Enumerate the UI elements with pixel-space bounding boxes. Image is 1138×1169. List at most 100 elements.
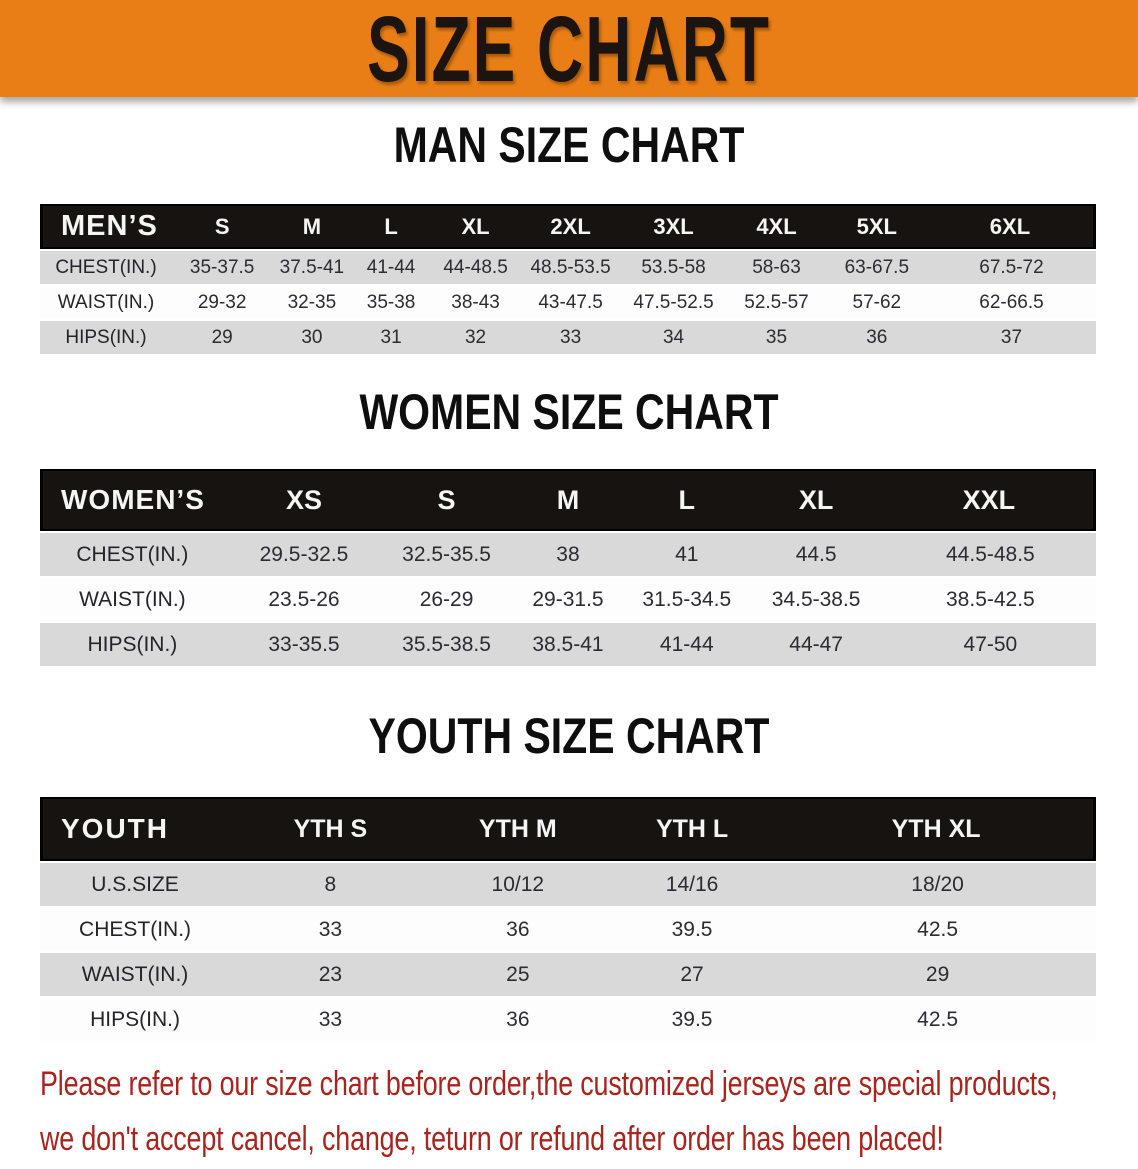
header-row: YOUTH YTH S YTH M YTH L YTH XL [40, 797, 1096, 861]
table-corner-label: WOMEN’S [40, 469, 225, 531]
header-row: MEN’S S M L XL 2XL 3XL 4XL 5XL 6XL [40, 204, 1096, 249]
size-cell: 53.5-58 [641, 256, 706, 278]
size-cell: 8 [324, 872, 337, 896]
size-cell: 27 [680, 962, 704, 986]
size-cell: 18/20 [911, 872, 964, 896]
size-cell: 36 [866, 326, 888, 348]
size-column-header: YTH S [230, 797, 431, 861]
size-cell: 38.5-41 [532, 632, 604, 656]
size-cell: 67.5-72 [979, 256, 1044, 278]
size-cell: 32.5-35.5 [402, 542, 491, 566]
youth-size-section: YOUTH SIZE CHART YOUTH YTH S YTH M YTH L YTH… [0, 708, 1138, 1043]
size-cell: 30 [301, 326, 323, 348]
size-cell: 35-37.5 [189, 256, 255, 278]
table-corner-label: YOUTH [40, 797, 231, 861]
size-chart-banner: SIZE CHART [0, 0, 1138, 101]
table-row: HIPS(IN.) 33 36 39.5 42.5 [40, 998, 1096, 1041]
table-corner-label: MEN’S [40, 204, 172, 249]
size-cell: 23.5-26 [268, 587, 340, 611]
size-cell: 29-32 [197, 291, 247, 313]
size-cell: 34.5-38.5 [771, 587, 861, 611]
size-cell: 48.5-53.5 [530, 256, 611, 278]
size-cell: 33 [560, 326, 582, 348]
size-cell: 47-50 [963, 632, 1018, 656]
men-section-heading: MAN SIZE CHART [393, 116, 745, 174]
size-cell: 34 [662, 326, 685, 348]
size-cell: 10/12 [491, 872, 545, 896]
size-cell: 42.5 [917, 1007, 959, 1031]
size-column-header: XL [747, 469, 885, 531]
size-cell: 41-44 [366, 256, 416, 278]
row-label: CHEST(IN.) [76, 542, 189, 566]
size-cell: 39.5 [671, 1007, 713, 1031]
size-cell: 41 [675, 542, 699, 566]
row-label: WAIST(IN.) [57, 291, 155, 313]
size-column-header: YTH M [430, 797, 605, 861]
row-label: HIPS(IN.) [90, 1007, 180, 1031]
size-cell: 35-38 [366, 291, 416, 313]
table-row: U.S.SIZE 8 10/12 14/16 18/20 [40, 863, 1096, 906]
size-cell: 44.5-48.5 [946, 542, 1035, 566]
size-column-header: XXL [884, 469, 1096, 531]
size-cell: 63-67.5 [844, 256, 910, 278]
size-cell: 52.5-57 [744, 291, 809, 313]
order-disclaimer: Please refer to our size chart before or… [40, 1059, 1138, 1169]
table-row: CHEST(IN.) 35-37.5 37.5-41 41-44 44-48.5 48.5… [40, 251, 1096, 284]
size-cell: 33 [318, 917, 343, 941]
size-cell: 35 [765, 326, 788, 348]
size-cell: 23 [318, 962, 343, 986]
banner-title: SIZE CHART [367, 0, 771, 101]
size-cell: 44-48.5 [443, 256, 508, 278]
table-row: HIPS(IN.) 29 30 31 32 33 34 35 36 37 [40, 321, 1096, 354]
size-cell: 31.5-34.5 [642, 587, 732, 611]
size-column-header: 5XL [826, 204, 927, 249]
disclaimer-line-1: Please refer to our size chart before or… [40, 1063, 1058, 1103]
row-label: WAIST(IN.) [81, 962, 189, 986]
size-cell: 32 [464, 326, 487, 348]
size-cell: 29.5-32.5 [259, 542, 349, 566]
size-cell: 29 [925, 962, 950, 986]
size-cell: 36 [506, 1007, 530, 1031]
women-size-section: WOMEN SIZE CHART WOMEN’S XS S M L XL XXL CHEST(… [0, 383, 1138, 668]
size-column-header: 6XL [926, 204, 1096, 249]
size-column-header: S [383, 469, 510, 531]
size-cell: 44.5 [795, 542, 837, 566]
women-section-heading: WOMEN SIZE CHART [359, 383, 779, 441]
men-size-section: MAN SIZE CHART MEN’S S M L XL 2XL 3XL 4XL 5XL 6XL… [0, 116, 1138, 356]
size-cell: 29 [211, 326, 233, 348]
size-cell: 33 [318, 1007, 343, 1031]
row-label: CHEST(IN.) [55, 256, 157, 278]
size-column-header: M [272, 204, 352, 249]
header-row: WOMEN’S XS S M L XL XXL [40, 469, 1096, 531]
disclaimer-line-2: we don't accept cancel, change, teturn o… [40, 1118, 944, 1158]
size-cell: 35.5-38.5 [402, 632, 491, 656]
size-column-header: XS [224, 469, 384, 531]
size-cell: 38.5-42.5 [946, 587, 1035, 611]
size-cell: 62-66.5 [979, 291, 1044, 313]
table-row: WAIST(IN.) 23 25 27 29 [40, 953, 1096, 996]
size-cell: 41-44 [659, 632, 714, 656]
table-row: HIPS(IN.) 33-35.5 35.5-38.5 38.5-41 41-44 44-… [40, 623, 1096, 666]
size-column-header: L [351, 204, 431, 249]
size-cell: 39.5 [671, 917, 713, 941]
size-cell: 47.5-52.5 [633, 291, 714, 313]
size-cell: 14/16 [665, 872, 719, 896]
size-cell: 37.5-41 [279, 256, 345, 278]
size-column-header: YTH L [604, 797, 780, 861]
size-cell: 26-29 [419, 587, 474, 611]
youth-size-table: YOUTH YTH S YTH M YTH L YTH XL U.S.SIZE 8 10/12… [40, 795, 1096, 1043]
size-column-header: 2XL [520, 204, 621, 249]
size-cell: 37 [1000, 326, 1023, 348]
size-column-header: XL [430, 204, 521, 249]
row-label: HIPS(IN.) [87, 632, 178, 656]
size-cell: 25 [506, 962, 530, 986]
size-column-header: YTH XL [779, 797, 1096, 861]
size-cell: 29-31.5 [532, 587, 604, 611]
size-column-header: 3XL [620, 204, 727, 249]
size-cell: 44-47 [789, 632, 843, 656]
table-row: WAIST(IN.) 23.5-26 26-29 29-31.5 31.5-34.5 34… [40, 578, 1096, 621]
row-label: U.S.SIZE [91, 872, 179, 896]
size-cell: 33-35.5 [268, 632, 340, 656]
size-column-header: 4XL [726, 204, 827, 249]
row-label: HIPS(IN.) [65, 326, 147, 348]
